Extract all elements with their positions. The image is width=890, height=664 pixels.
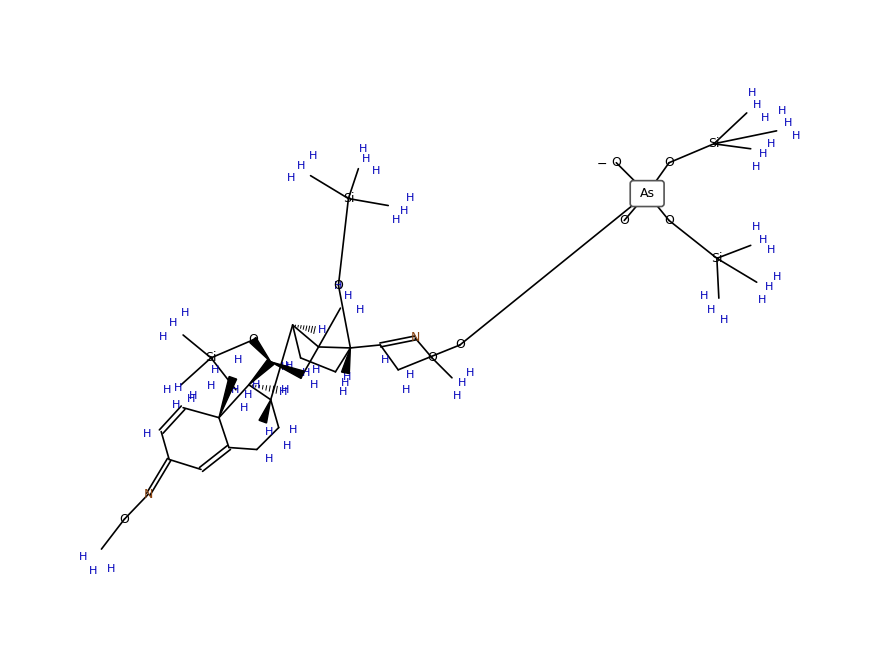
- Text: H: H: [287, 173, 295, 183]
- Text: H: H: [280, 362, 289, 372]
- Text: H: H: [211, 365, 219, 375]
- Text: H: H: [189, 390, 198, 401]
- Text: H: H: [172, 400, 181, 410]
- Text: H: H: [311, 380, 319, 390]
- Text: H: H: [107, 564, 116, 574]
- Text: H: H: [758, 149, 767, 159]
- Text: H: H: [757, 295, 766, 305]
- Text: O: O: [455, 339, 465, 351]
- Polygon shape: [271, 362, 304, 378]
- Text: H: H: [792, 131, 801, 141]
- Text: H: H: [206, 380, 215, 391]
- Text: Si: Si: [206, 351, 217, 365]
- Text: H: H: [282, 440, 291, 450]
- Text: H: H: [748, 88, 756, 98]
- Text: H: H: [280, 384, 289, 395]
- Text: H: H: [279, 386, 287, 397]
- Text: N: N: [143, 488, 153, 501]
- Text: H: H: [143, 428, 151, 439]
- Text: H: H: [751, 222, 760, 232]
- Text: H: H: [319, 325, 327, 335]
- Text: H: H: [234, 355, 242, 365]
- Text: H: H: [187, 394, 195, 404]
- Text: H: H: [406, 193, 415, 203]
- Text: O: O: [664, 156, 674, 169]
- Text: O: O: [619, 214, 629, 227]
- Text: H: H: [766, 245, 775, 256]
- Text: H: H: [707, 305, 715, 315]
- Polygon shape: [249, 359, 273, 384]
- Text: H: H: [252, 380, 260, 390]
- Text: H: H: [700, 291, 708, 301]
- Text: H: H: [344, 372, 352, 382]
- Text: H: H: [360, 144, 368, 154]
- Text: H: H: [79, 552, 88, 562]
- Text: H: H: [264, 426, 273, 437]
- Text: H: H: [356, 305, 365, 315]
- Text: H: H: [174, 382, 182, 393]
- Text: H: H: [244, 390, 252, 400]
- Text: H: H: [362, 154, 370, 164]
- Text: H: H: [339, 386, 348, 397]
- Text: H: H: [302, 368, 310, 378]
- Text: H: H: [288, 424, 297, 435]
- Text: H: H: [753, 100, 761, 110]
- Text: H: H: [760, 113, 769, 123]
- Text: O: O: [611, 156, 621, 169]
- Text: H: H: [773, 272, 781, 282]
- Text: H: H: [335, 281, 343, 291]
- Text: H: H: [402, 384, 410, 395]
- Text: H: H: [392, 216, 401, 226]
- Text: H: H: [372, 166, 381, 176]
- Text: H: H: [312, 365, 320, 375]
- Polygon shape: [250, 337, 271, 362]
- Text: H: H: [457, 378, 466, 388]
- Text: −: −: [597, 158, 608, 171]
- Text: H: H: [264, 454, 273, 464]
- Text: Si: Si: [343, 192, 354, 205]
- Text: H: H: [159, 332, 167, 342]
- Text: H: H: [231, 384, 239, 395]
- Text: H: H: [341, 378, 350, 388]
- Text: O: O: [119, 513, 129, 526]
- Text: O: O: [248, 333, 258, 347]
- Text: Si: Si: [711, 252, 723, 265]
- Text: H: H: [784, 118, 793, 128]
- Text: H: H: [239, 402, 248, 413]
- Text: As: As: [640, 187, 655, 200]
- Polygon shape: [342, 348, 351, 374]
- Text: H: H: [765, 282, 773, 292]
- Text: H: H: [169, 318, 177, 328]
- FancyBboxPatch shape: [630, 181, 664, 207]
- Text: O: O: [427, 351, 437, 365]
- Text: H: H: [751, 162, 760, 172]
- Text: H: H: [465, 368, 474, 378]
- Polygon shape: [219, 376, 237, 418]
- Text: H: H: [381, 355, 390, 365]
- Text: H: H: [163, 384, 172, 395]
- Text: H: H: [453, 390, 461, 401]
- Text: H: H: [344, 291, 352, 301]
- Text: H: H: [89, 566, 98, 576]
- Text: H: H: [310, 151, 318, 161]
- Text: N: N: [410, 331, 420, 345]
- Text: H: H: [406, 370, 415, 380]
- Text: O: O: [334, 279, 344, 291]
- Polygon shape: [259, 400, 271, 423]
- Text: H: H: [777, 106, 786, 116]
- Text: H: H: [181, 308, 190, 318]
- Text: H: H: [296, 161, 304, 171]
- Text: Si: Si: [708, 137, 720, 150]
- Text: H: H: [720, 315, 728, 325]
- Text: H: H: [758, 235, 767, 246]
- Text: H: H: [766, 139, 775, 149]
- Text: H: H: [285, 361, 293, 371]
- Text: O: O: [664, 214, 674, 227]
- Text: H: H: [400, 206, 409, 216]
